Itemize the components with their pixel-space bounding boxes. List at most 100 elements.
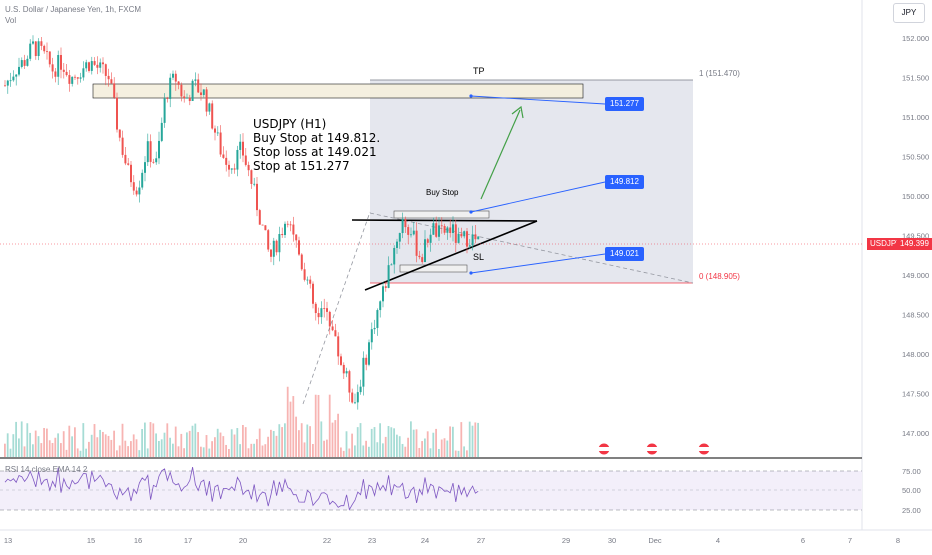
volume-bar <box>85 448 87 457</box>
volume-bar <box>211 441 213 457</box>
volume-bar <box>426 431 429 457</box>
time-tick-label: 20 <box>239 536 247 545</box>
volume-bar <box>82 423 85 457</box>
time-tick-label: 27 <box>477 536 485 545</box>
currency-unit-button[interactable]: JPY <box>893 3 925 23</box>
us-event-flag-2[interactable] <box>645 442 659 456</box>
volume-bar <box>169 437 171 457</box>
rsi-band <box>0 471 862 510</box>
volume-bar <box>37 436 40 457</box>
candle-body <box>261 224 264 226</box>
candle-body <box>284 223 286 236</box>
candle-body <box>127 163 130 165</box>
candle-body <box>342 364 345 374</box>
candle-body <box>345 371 348 374</box>
price-tick-label: 147.500 <box>902 390 929 399</box>
candle-body <box>172 73 174 78</box>
volume-bar <box>457 450 460 457</box>
candle-body <box>46 51 48 53</box>
candle-body <box>393 247 396 265</box>
time-tick-label: 17 <box>184 536 192 545</box>
volume-bar <box>270 429 272 457</box>
volume-bar <box>46 428 48 457</box>
volume-bar <box>242 424 244 457</box>
price-tick-label: 149.000 <box>902 271 929 280</box>
candle-body <box>205 89 208 112</box>
time-tick-label: 23 <box>368 536 376 545</box>
sl-dot <box>469 271 473 275</box>
tp-zone[interactable] <box>370 80 693 283</box>
volume-bar <box>4 443 6 457</box>
buy-stop-box[interactable] <box>393 210 490 219</box>
volume-bar <box>303 442 306 457</box>
volume-bar <box>113 430 115 457</box>
time-tick-label: 7 <box>848 536 852 545</box>
volume-bar <box>379 423 381 457</box>
volume-bar <box>104 434 107 457</box>
time-axis[interactable]: 13 15 16 17 20 22 23 24 27 29 30 Dec 4 6 7 8 <box>4 536 900 545</box>
volume-bar <box>130 441 132 457</box>
volume-bar <box>225 444 227 457</box>
candle-body <box>278 234 281 253</box>
volume-bar <box>222 436 225 457</box>
entry-price-tag[interactable]: 149.812 <box>605 175 644 189</box>
us-event-flag-3[interactable] <box>697 442 711 456</box>
candle-body <box>270 249 272 257</box>
tp-label: TP <box>473 66 485 76</box>
candle-body <box>186 97 188 99</box>
candle-body <box>146 141 149 163</box>
volume-bar <box>183 448 185 457</box>
sl-box[interactable] <box>399 264 468 273</box>
candle-body <box>79 77 82 79</box>
candle-body <box>326 308 328 312</box>
candle-body <box>331 326 334 331</box>
volume-bar <box>239 444 241 457</box>
candle-body <box>244 155 247 165</box>
time-tick-label: 4 <box>716 536 720 545</box>
candle-body <box>468 245 471 247</box>
volume-bar <box>214 437 216 457</box>
entry-connector <box>470 181 606 213</box>
candle-body <box>26 58 29 66</box>
candle-body <box>253 183 256 185</box>
price-axis[interactable]: 152.000 151.500 151.000 150.500 150.000 149.5… <box>902 34 929 438</box>
candle-body <box>317 313 320 318</box>
volume-bar <box>15 421 17 457</box>
candle-body <box>155 158 158 163</box>
volume-bar <box>421 441 423 457</box>
analysis-line: Stop loss at 149.021 <box>253 145 377 159</box>
resistance-band[interactable] <box>92 83 584 99</box>
volume-bar <box>230 429 233 457</box>
tp-price-tag[interactable]: 151.277 <box>605 97 644 111</box>
volume-bar <box>326 439 328 457</box>
candle-body <box>158 140 160 159</box>
analysis-note[interactable]: USDJPY (H1) Buy Stop at 149.812. Stop lo… <box>253 117 380 173</box>
candle-body <box>121 137 124 155</box>
candle-body <box>202 89 205 95</box>
volume-bar <box>146 448 149 457</box>
volume-bar <box>463 446 465 457</box>
candle-body <box>452 224 454 234</box>
volume-bar <box>368 446 370 457</box>
volume-bar <box>415 429 418 457</box>
candle-body <box>23 60 26 66</box>
candle-body <box>432 223 435 235</box>
candle-body <box>410 234 412 236</box>
candle-body <box>32 41 34 44</box>
candle-body <box>340 356 342 365</box>
candle-body <box>18 66 20 75</box>
price-tick-label: 151.500 <box>902 74 929 83</box>
candle-body <box>174 73 177 82</box>
candle-body <box>74 76 76 78</box>
volume-bar <box>256 439 258 457</box>
volume-bar <box>34 430 37 457</box>
time-tick-label: 24 <box>421 536 429 545</box>
volume-bar <box>404 446 407 457</box>
candle-body <box>29 43 32 59</box>
sl-price-tag[interactable]: 149.021 <box>605 247 644 261</box>
candle-body <box>438 225 440 237</box>
us-event-flag-1[interactable] <box>597 442 611 456</box>
volume-bar <box>281 427 283 457</box>
